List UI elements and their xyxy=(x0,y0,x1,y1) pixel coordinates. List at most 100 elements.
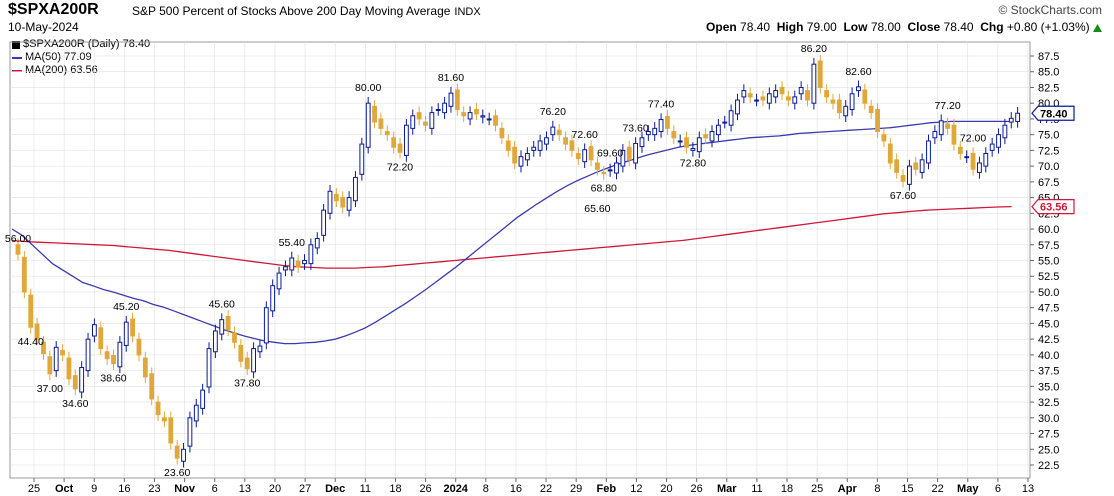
candle xyxy=(709,125,715,148)
candle-body xyxy=(155,401,161,416)
price-annotation: 56.00 xyxy=(5,233,31,245)
candle xyxy=(862,83,868,110)
candle xyxy=(123,315,129,352)
price-annotation: 69.60 xyxy=(597,148,623,160)
candle xyxy=(15,238,21,261)
candle xyxy=(868,100,874,119)
candle xyxy=(505,134,511,157)
candle xyxy=(149,367,155,406)
candle xyxy=(486,112,492,126)
stockcharts-brand[interactable]: © StockCharts.com xyxy=(998,3,1102,17)
candle xyxy=(728,104,734,132)
candle xyxy=(117,336,123,374)
candle-body xyxy=(938,120,944,136)
price-annotation: 68.80 xyxy=(591,183,617,195)
candle-body xyxy=(518,156,524,167)
price-annotation: 80.00 xyxy=(355,82,381,94)
ma50-path xyxy=(11,120,1012,345)
candle xyxy=(251,342,256,379)
candle xyxy=(60,344,65,362)
candle-body xyxy=(251,348,256,373)
y-tick-label: 85.0 xyxy=(1038,67,1059,79)
candle xyxy=(283,260,288,277)
candle xyxy=(786,90,791,107)
candle xyxy=(429,106,435,135)
candle-body xyxy=(741,90,747,98)
close-value: 78.40 xyxy=(943,20,974,34)
x-tick-label: 29 xyxy=(570,483,582,495)
x-tick-label: 23 xyxy=(148,483,160,495)
candle-body xyxy=(302,260,307,265)
candle xyxy=(754,93,759,107)
candle-body xyxy=(1015,112,1021,122)
candle xyxy=(684,131,689,154)
candle-body xyxy=(276,272,282,290)
x-axis: 25 Oct 9 16 23 Nov 6 13 20 27 Dec 11 18 26 2024 8 16 22 29… xyxy=(28,478,1034,495)
ma200-tag-text: 63.56 xyxy=(1040,202,1068,214)
candle xyxy=(569,134,575,157)
candle xyxy=(626,140,632,167)
candle-body xyxy=(607,169,613,172)
candle xyxy=(900,169,906,188)
candle-body xyxy=(168,417,174,444)
price-annotation: 55.40 xyxy=(279,237,305,249)
candle xyxy=(276,266,282,296)
candle-body xyxy=(397,143,403,153)
candle xyxy=(677,134,683,148)
candle xyxy=(773,84,779,104)
candle-body xyxy=(123,321,129,346)
candle xyxy=(588,140,594,167)
candle xyxy=(47,350,53,381)
candle-body xyxy=(423,121,428,126)
candle-body xyxy=(512,146,518,164)
candle xyxy=(919,153,925,179)
candle-body xyxy=(442,102,448,114)
price-annotation: 34.60 xyxy=(62,398,88,410)
candle-body xyxy=(232,332,237,343)
candle-body xyxy=(41,341,46,355)
x-tick-label: Feb xyxy=(597,483,617,495)
candle-body xyxy=(868,105,874,114)
x-tick-label: 22 xyxy=(932,483,944,495)
candle xyxy=(232,326,237,349)
candle xyxy=(989,137,995,157)
candle-body xyxy=(569,140,575,151)
candle-body xyxy=(162,417,167,422)
candle xyxy=(295,254,301,274)
x-tick-label: 18 xyxy=(781,483,793,495)
candles xyxy=(15,54,1021,468)
candle-body xyxy=(60,349,65,356)
candle-body xyxy=(805,90,810,101)
candle xyxy=(270,279,276,318)
candle xyxy=(353,171,358,208)
y-tick-label: 72.5 xyxy=(1038,145,1059,157)
price-annotation: 81.60 xyxy=(438,72,464,84)
candle xyxy=(977,156,982,179)
price-annotation: 72.00 xyxy=(960,133,986,145)
candle xyxy=(665,110,670,135)
candle xyxy=(168,411,174,450)
candle-body xyxy=(690,147,696,151)
candle xyxy=(722,115,728,129)
candle-body xyxy=(486,118,492,121)
x-tick-label: 15 xyxy=(901,483,913,495)
y-tick-label: 55.0 xyxy=(1038,256,1059,268)
ma200-tag: 63.56 xyxy=(1031,199,1075,215)
x-tick-label: 16 xyxy=(118,483,130,495)
x-tick-label: 26 xyxy=(419,483,431,495)
candle xyxy=(289,251,295,277)
candle-body xyxy=(98,327,104,350)
candle-body xyxy=(346,197,352,211)
candle xyxy=(582,143,588,169)
x-tick-label: 13 xyxy=(1022,483,1034,495)
candle-body xyxy=(454,89,460,110)
candle-body xyxy=(594,162,600,170)
low-label: Low xyxy=(843,20,868,34)
x-tick-label: Apr xyxy=(838,483,858,495)
x-tick-label: 2024 xyxy=(443,483,468,495)
candle-body xyxy=(951,124,957,145)
y-tick-label: 30.0 xyxy=(1038,413,1059,425)
x-tick-label: Oct xyxy=(55,483,74,495)
candle-body xyxy=(531,146,537,151)
